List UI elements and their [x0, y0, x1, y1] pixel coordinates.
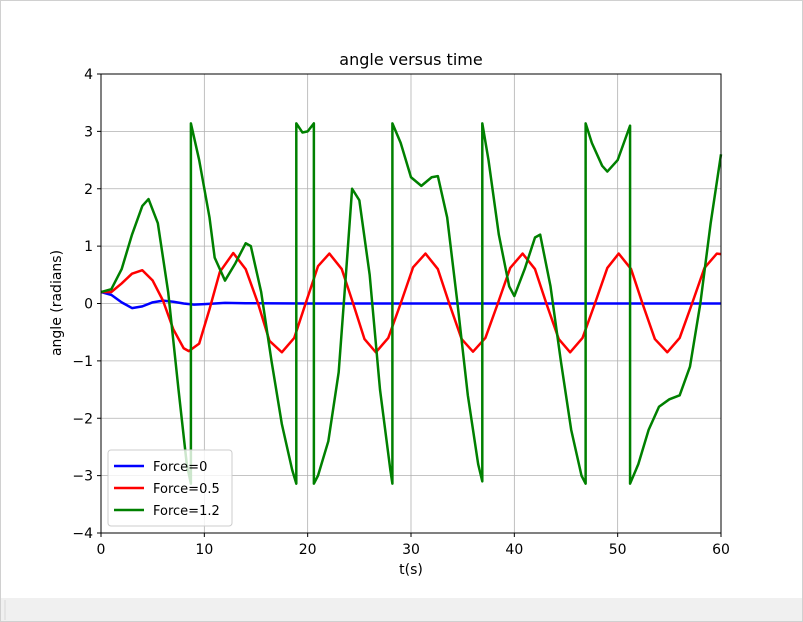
x-axis-label: t(s): [399, 562, 423, 578]
y-tick-label: −1: [72, 354, 93, 370]
series-line: [101, 251, 722, 354]
x-tick-label: 30: [402, 542, 420, 558]
x-tick-label: 50: [609, 542, 627, 558]
series-line: [100, 290, 721, 310]
x-tick-label: 20: [299, 542, 317, 558]
x-tick-label: 10: [195, 542, 213, 558]
y-tick-label: 1: [84, 239, 93, 255]
y-tick-label: 2: [84, 182, 93, 198]
y-tick-label: −3: [72, 469, 93, 485]
plot-frame: [100, 73, 722, 534]
y-axis-label: angle (radians): [49, 250, 65, 356]
legend-box: [107, 449, 233, 527]
y-tick-label: −4: [72, 526, 93, 542]
y-tick-label: 4: [84, 67, 93, 83]
legend-label: Force=1.2: [153, 504, 220, 519]
x-tick-label: 40: [505, 542, 523, 558]
x-tick-label: 0: [97, 542, 106, 558]
y-tick-label: 0: [84, 297, 93, 313]
legend-label: Force=0: [153, 460, 207, 475]
x-tick-label: 60: [712, 542, 730, 558]
status-bar: [1, 598, 802, 621]
chart-title: angle versus time: [339, 50, 482, 69]
legend-label: Force=0.5: [153, 482, 220, 497]
series-line: [100, 122, 723, 485]
legend: Force=0 Force=0.5 Force=1.2: [107, 449, 233, 527]
y-tick-label: 3: [84, 124, 93, 140]
y-tick-label: −2: [72, 411, 93, 427]
